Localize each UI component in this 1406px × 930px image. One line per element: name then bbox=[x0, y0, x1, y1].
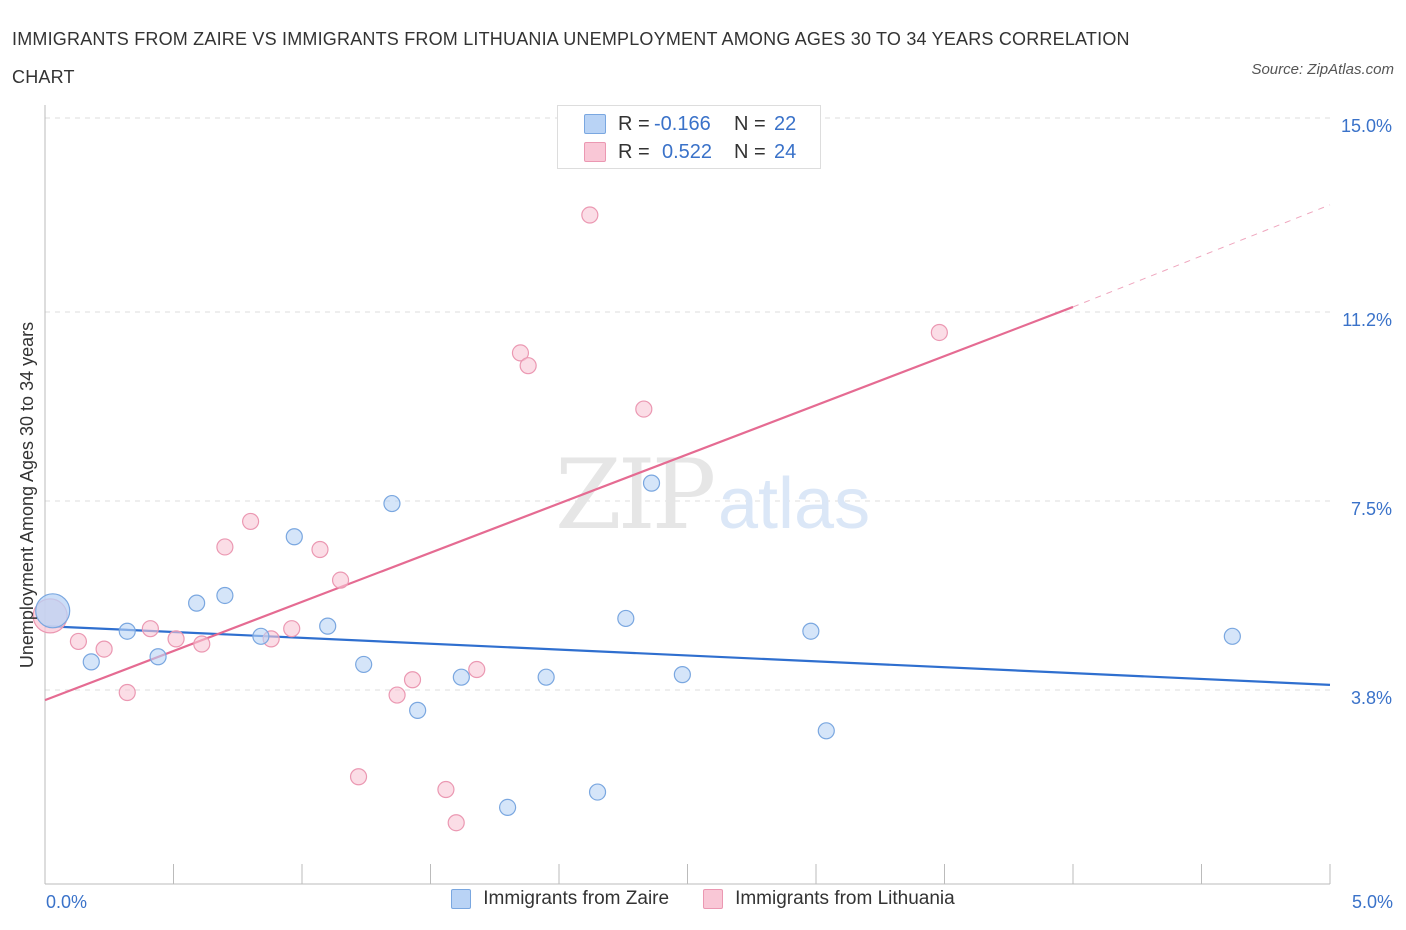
lithuania-trend-line bbox=[44, 305, 1074, 702]
zaire-point bbox=[673, 666, 691, 684]
lithuania-point bbox=[141, 620, 159, 638]
zaire-point bbox=[817, 722, 835, 740]
lithuania-point bbox=[447, 814, 465, 832]
legend-label-zaire: Immigrants from Zaire bbox=[483, 888, 670, 909]
lithuania-point bbox=[331, 571, 350, 589]
zaire-point bbox=[409, 701, 427, 719]
lithuania-point bbox=[193, 635, 211, 653]
lithuania-point bbox=[437, 780, 455, 799]
lithuania-point bbox=[581, 206, 599, 224]
zaire-point bbox=[149, 648, 167, 666]
y-tick-label: 15.0% bbox=[1341, 116, 1392, 136]
zaire-point bbox=[452, 668, 470, 686]
lithuania-point bbox=[216, 538, 234, 556]
tick-labels: 3.8% 7.5% 11.2% 15.0% 0.0% 5.0% bbox=[46, 116, 1393, 912]
y-axis-label: Unemployment Among Ages 30 to 34 years bbox=[17, 322, 37, 668]
lithuania-point bbox=[283, 620, 301, 638]
lithuania-point bbox=[95, 640, 113, 658]
source-label: Source: ZipAtlas.com bbox=[1251, 61, 1394, 78]
data-points bbox=[32, 206, 1241, 832]
watermark: ZIP atlas bbox=[555, 439, 870, 551]
zaire-point bbox=[1223, 627, 1241, 645]
lithuania-point bbox=[403, 671, 422, 689]
lithuania-point bbox=[388, 686, 406, 704]
zaire-point bbox=[802, 622, 820, 640]
zaire-point bbox=[537, 668, 555, 686]
n-label: N = bbox=[734, 140, 766, 163]
lithuania-point bbox=[349, 768, 368, 786]
zaire-point bbox=[82, 653, 100, 671]
n-value: 22 bbox=[774, 112, 797, 135]
legend-item-lithuania[interactable]: Immigrants from Lithuania bbox=[703, 888, 955, 910]
chart-title: IMMIGRANTS FROM ZAIRE VS IMMIGRANTS FROM… bbox=[12, 29, 1130, 87]
correlation-legend: R = -0.166 N = 22 R = 0.522 N = 24 bbox=[557, 105, 821, 169]
zaire-point bbox=[216, 586, 234, 605]
zaire-point bbox=[383, 494, 401, 513]
x-tick-label: 0.0% bbox=[46, 892, 87, 912]
zaire-legend-swatch bbox=[451, 889, 472, 909]
zaire-point bbox=[499, 798, 517, 817]
r-value: -0.166 bbox=[654, 112, 711, 135]
zaire-point bbox=[319, 617, 337, 635]
lithuania-point bbox=[311, 540, 329, 559]
zaire-point bbox=[617, 609, 635, 628]
y-tick-label: 3.8% bbox=[1351, 688, 1392, 708]
axes bbox=[44, 105, 1331, 885]
series-legend: Immigrants from Zaire Immigrants from Li… bbox=[0, 888, 1406, 910]
zaire-point bbox=[188, 594, 206, 612]
zaire-point bbox=[355, 655, 373, 674]
lithuania-point bbox=[635, 400, 653, 418]
r-label: R = bbox=[618, 140, 650, 163]
zaire-point bbox=[285, 528, 303, 546]
watermark-atlas: atlas bbox=[718, 464, 870, 544]
legend-item-zaire[interactable]: Immigrants from Zaire bbox=[451, 888, 669, 910]
lithuania-legend-swatch bbox=[703, 889, 724, 909]
lithuania-point bbox=[167, 630, 185, 648]
r-value: 0.522 bbox=[662, 140, 713, 163]
legend-label-lithuania: Immigrants from Lithuania bbox=[735, 888, 955, 909]
lithuania-trend-extension bbox=[1072, 204, 1331, 308]
lithuania-point bbox=[519, 357, 537, 375]
legend-row-lithuania: R = 0.522 N = 24 bbox=[584, 138, 796, 166]
lithuania-point bbox=[468, 660, 486, 679]
r-label: R = bbox=[618, 112, 650, 135]
lithuania-point bbox=[242, 512, 260, 531]
lithuania-point bbox=[930, 323, 948, 342]
zaire-point bbox=[118, 622, 136, 640]
y-tick-label: 11.2% bbox=[1342, 310, 1392, 330]
y-tick-label: 7.5% bbox=[1351, 499, 1392, 519]
zaire-swatch bbox=[584, 114, 606, 134]
n-value: 24 bbox=[774, 140, 797, 163]
legend-row-zaire: R = -0.166 N = 22 bbox=[584, 110, 796, 138]
zaire-point bbox=[588, 783, 607, 801]
lithuania-point bbox=[69, 632, 88, 651]
zaire-point bbox=[35, 593, 71, 629]
zaire-point bbox=[252, 627, 270, 645]
x-tick-label: 5.0% bbox=[1352, 892, 1393, 912]
grid-lines bbox=[45, 117, 1330, 691]
lithuania-point bbox=[118, 683, 136, 702]
zaire-point bbox=[642, 474, 661, 492]
n-label: N = bbox=[734, 112, 766, 135]
lithuania-swatch bbox=[584, 142, 606, 162]
lithuania-point bbox=[511, 344, 530, 362]
